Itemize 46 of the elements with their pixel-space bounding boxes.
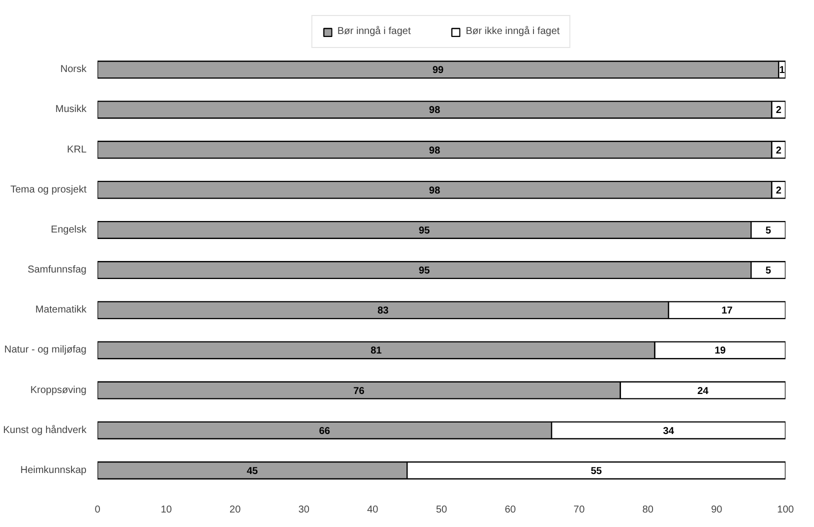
data-label: 34 — [662, 426, 675, 437]
data-label: 76 — [353, 386, 365, 397]
data-label: 99 — [432, 65, 444, 76]
x-tick-label: 70 — [574, 504, 586, 516]
y-tick-label: Tema og prosjekt — [10, 184, 87, 196]
x-tick-label: 20 — [230, 504, 242, 516]
y-tick-label: Samfunnsfag — [28, 264, 87, 276]
data-label: 81 — [370, 346, 382, 357]
data-label: 45 — [246, 466, 258, 477]
data-label: 95 — [418, 225, 430, 236]
data-label: 2 — [776, 145, 782, 156]
x-tick-label: 30 — [298, 504, 310, 516]
x-tick-label: 10 — [160, 504, 172, 516]
data-label: 83 — [377, 306, 390, 317]
y-tick-label: Musikk — [55, 104, 88, 116]
x-tick-label: 0 — [94, 504, 101, 516]
x-tick-label: 60 — [504, 504, 516, 516]
data-label: 19 — [714, 346, 726, 357]
data-label: 1 — [779, 65, 786, 76]
y-tick-label: Natur - og miljøfag — [4, 344, 87, 356]
data-label: 66 — [318, 426, 331, 437]
legend-label: Bør inngå i faget — [337, 26, 411, 37]
data-label: 55 — [590, 466, 602, 477]
data-label: 24 — [697, 386, 709, 397]
x-tick-label: 90 — [711, 504, 723, 516]
y-tick-label: Engelsk — [50, 224, 88, 236]
y-tick-label: Kunst og håndverk — [3, 424, 88, 436]
y-tick-label: Kroppsøving — [30, 384, 87, 396]
x-tick-label: 100 — [777, 504, 794, 516]
x-tick-label: 50 — [436, 504, 448, 516]
data-label: 5 — [766, 266, 772, 277]
x-tick-label: 40 — [367, 504, 379, 516]
y-tick-label: Heimkunnskap — [20, 464, 87, 476]
data-label: 2 — [776, 185, 782, 196]
data-label: 95 — [418, 266, 430, 277]
data-label: 98 — [429, 185, 441, 196]
data-label: 5 — [766, 225, 772, 236]
data-label: 98 — [429, 145, 441, 156]
x-tick-label: 80 — [642, 504, 654, 516]
y-tick-label: KRL — [67, 144, 87, 156]
data-label: 2 — [776, 105, 782, 116]
y-tick-label: Norsk — [60, 64, 88, 76]
y-tick-label: Matematikk — [35, 304, 88, 316]
data-label: 98 — [429, 105, 441, 116]
data-label: 17 — [721, 306, 734, 317]
legend-label: Bør ikke inngå i faget — [466, 26, 560, 37]
